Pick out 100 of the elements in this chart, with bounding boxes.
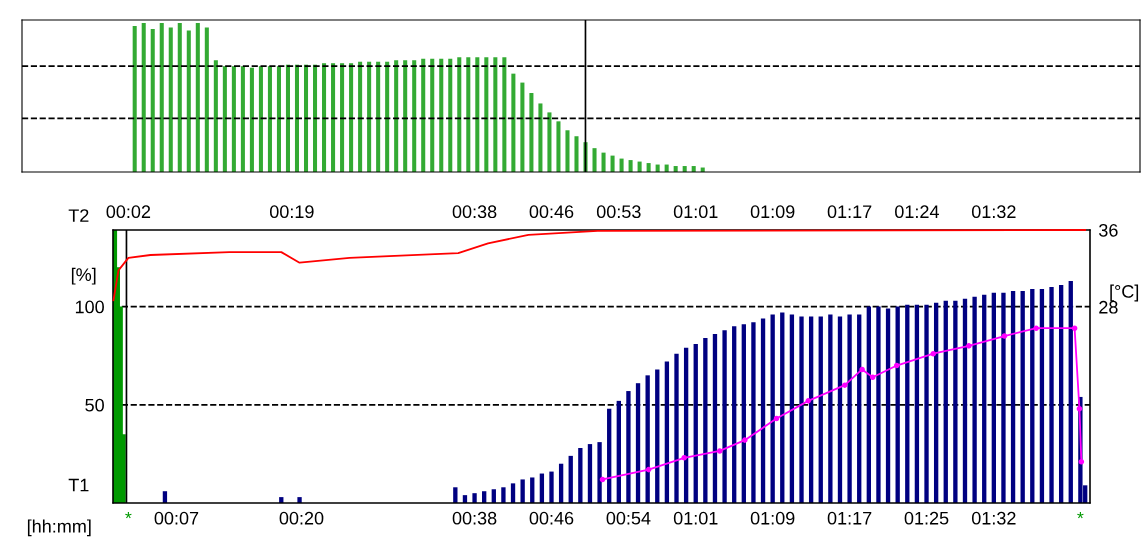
bar <box>549 471 554 503</box>
bar <box>530 477 535 503</box>
bar <box>799 316 804 503</box>
bar <box>597 442 602 503</box>
point <box>742 437 748 443</box>
x-tick-label: 00:38 <box>452 511 497 525</box>
bar <box>664 361 670 503</box>
bar <box>493 57 498 172</box>
x2-tick-label: 01:17 <box>827 205 872 219</box>
bar <box>132 25 137 172</box>
bar <box>760 318 766 503</box>
x-tick-label: 01:09 <box>750 511 795 525</box>
bar <box>693 343 698 503</box>
bar <box>385 61 390 172</box>
bar <box>655 369 660 503</box>
x2-tick-label: 01:09 <box>750 205 795 219</box>
x-axis-title: [hh:mm] <box>27 519 91 537</box>
point <box>930 350 937 357</box>
bar <box>466 57 471 172</box>
bar <box>1010 290 1016 503</box>
x2-tick-label: 00:38 <box>452 205 497 219</box>
bar <box>297 497 302 503</box>
bar <box>322 63 327 172</box>
bar <box>538 103 543 172</box>
bar <box>1020 290 1025 503</box>
bar <box>1049 286 1054 503</box>
bar <box>529 93 534 172</box>
bar <box>501 487 506 503</box>
bar <box>1001 292 1006 503</box>
point <box>599 476 606 483</box>
x2-tick-label: 01:01 <box>673 205 718 219</box>
bar <box>628 160 633 172</box>
bar <box>394 60 399 172</box>
bar <box>267 66 272 172</box>
point <box>1071 325 1078 331</box>
bar <box>601 152 606 172</box>
y2-axis-title: [°C] <box>1110 284 1139 302</box>
bar <box>905 304 910 503</box>
bar <box>448 58 453 172</box>
bar <box>982 294 987 503</box>
y2-tick-label: 36 <box>1099 223 1118 237</box>
bar <box>808 316 814 503</box>
bar <box>885 308 891 503</box>
bar <box>674 353 679 503</box>
bar <box>294 64 300 172</box>
bar <box>751 322 756 503</box>
bar <box>240 66 245 172</box>
x-tick-label: 01:17 <box>827 511 872 525</box>
bar <box>1039 288 1045 503</box>
x-tick-label: 01:25 <box>904 511 949 525</box>
bar <box>403 60 408 172</box>
bar <box>565 130 570 172</box>
point <box>1076 405 1083 412</box>
point <box>645 466 652 473</box>
annotation: * <box>1077 512 1084 519</box>
bar <box>635 383 641 503</box>
bar <box>421 58 426 172</box>
bar <box>349 63 354 172</box>
bar <box>914 304 920 503</box>
point <box>1001 333 1008 339</box>
bar <box>991 292 996 503</box>
bar <box>276 66 281 172</box>
bar <box>159 22 164 172</box>
bar <box>331 63 336 172</box>
bar <box>168 27 173 172</box>
bar <box>626 391 631 503</box>
bar <box>610 155 615 172</box>
text: T1 <box>68 478 89 492</box>
bar <box>439 58 444 172</box>
bar <box>303 64 309 172</box>
point <box>1033 325 1039 331</box>
point <box>1078 458 1085 465</box>
bar <box>520 479 525 503</box>
bar <box>592 148 597 172</box>
bar <box>828 314 833 503</box>
bar <box>177 22 182 172</box>
x-tick-label: 00:54 <box>606 511 651 525</box>
bar <box>213 60 218 172</box>
bar <box>837 316 843 503</box>
bar <box>722 330 727 503</box>
bar <box>231 66 236 172</box>
x2-tick-label: 01:32 <box>971 205 1016 219</box>
bar <box>645 375 650 503</box>
bar <box>741 324 746 503</box>
bar <box>547 112 552 172</box>
x2-tick-label: 00:53 <box>596 205 641 219</box>
bar <box>285 64 290 172</box>
point <box>681 455 687 461</box>
bar <box>141 22 146 172</box>
bar <box>249 67 254 172</box>
x-tick-label: 00:46 <box>529 511 574 525</box>
x-tick-label: 01:01 <box>673 511 718 525</box>
bar <box>472 493 477 503</box>
bar <box>587 444 593 503</box>
bar <box>568 455 573 503</box>
bar <box>866 306 871 503</box>
bar <box>732 326 737 503</box>
bar <box>789 314 795 503</box>
bar <box>780 312 785 503</box>
bar <box>258 66 263 172</box>
